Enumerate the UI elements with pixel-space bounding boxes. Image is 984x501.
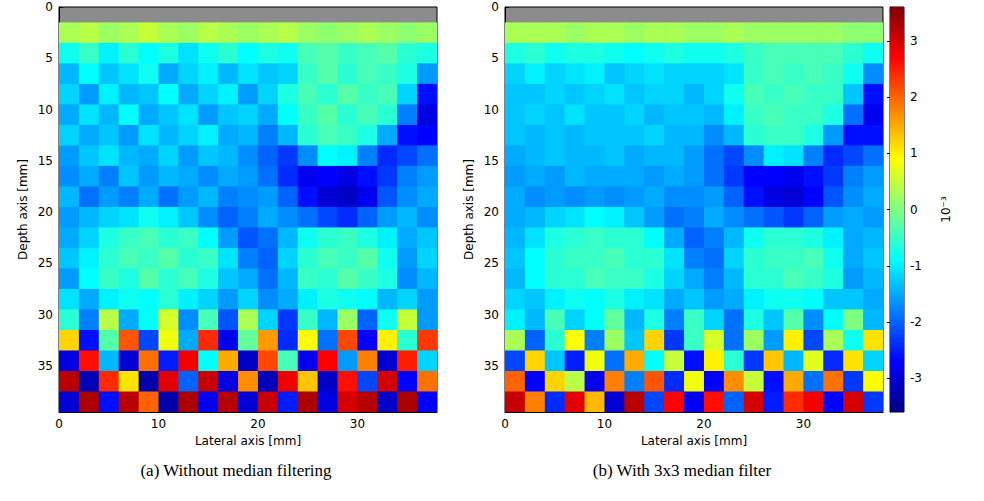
svg-text:-1: -1 <box>910 259 922 273</box>
svg-text:15: 15 <box>484 154 499 168</box>
svg-text:5: 5 <box>491 51 499 65</box>
svg-text:Lateral axis [mm]: Lateral axis [mm] <box>195 434 301 448</box>
svg-text:1: 1 <box>910 146 918 160</box>
svg-text:3: 3 <box>910 34 918 48</box>
svg-text:(a) Without median filtering: (a) Without median filtering <box>140 461 332 480</box>
svg-text:15: 15 <box>38 154 53 168</box>
svg-text:Depth axis [mm]: Depth axis [mm] <box>462 159 476 260</box>
svg-text:10: 10 <box>151 417 166 431</box>
svg-text:30: 30 <box>484 308 499 322</box>
svg-text:30: 30 <box>350 417 365 431</box>
svg-text:0: 0 <box>45 0 53 14</box>
svg-text:10: 10 <box>38 103 53 117</box>
svg-text:0: 0 <box>491 0 499 14</box>
svg-text:20: 20 <box>696 417 711 431</box>
svg-text:35: 35 <box>484 359 499 373</box>
svg-text:30: 30 <box>38 308 53 322</box>
svg-text:20: 20 <box>250 417 265 431</box>
svg-text:10⁻³: 10⁻³ <box>939 196 953 223</box>
svg-text:10: 10 <box>597 417 612 431</box>
svg-text:Lateral axis [mm]: Lateral axis [mm] <box>641 434 747 448</box>
svg-text:0: 0 <box>501 417 509 431</box>
svg-text:20: 20 <box>484 205 499 219</box>
svg-text:10: 10 <box>484 103 499 117</box>
svg-text:-2: -2 <box>910 315 922 329</box>
svg-text:30: 30 <box>796 417 811 431</box>
svg-text:Depth axis [mm]: Depth axis [mm] <box>16 159 30 260</box>
svg-text:-3: -3 <box>910 371 922 385</box>
svg-text:35: 35 <box>38 359 53 373</box>
svg-text:2: 2 <box>910 90 918 104</box>
svg-text:(b) With 3x3 median filter: (b) With 3x3 median filter <box>593 461 772 480</box>
svg-text:20: 20 <box>38 205 53 219</box>
svg-text:25: 25 <box>484 256 499 270</box>
svg-text:0: 0 <box>55 417 63 431</box>
svg-text:5: 5 <box>45 51 53 65</box>
svg-text:0: 0 <box>910 203 918 217</box>
svg-text:25: 25 <box>38 256 53 270</box>
